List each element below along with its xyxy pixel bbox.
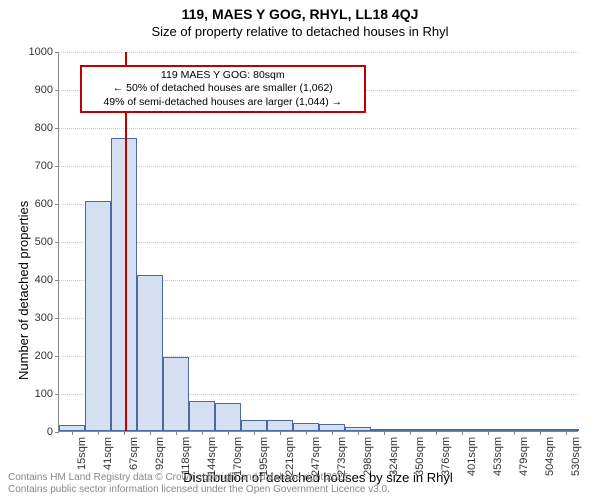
ytick-label: 300 [35, 312, 53, 324]
xtick-mark [202, 431, 203, 435]
xtick-mark [280, 431, 281, 435]
xtick-mark [410, 431, 411, 435]
footer-line1: Contains HM Land Registry data © Crown c… [8, 472, 390, 484]
ytick-label: 0 [47, 426, 53, 438]
ytick-label: 400 [35, 274, 53, 286]
histogram-bar [85, 201, 110, 431]
ytick-mark [55, 318, 59, 319]
annotation-box: 119 MAES Y GOG: 80sqm← 50% of detached h… [80, 65, 366, 112]
ytick-label: 700 [35, 160, 53, 172]
chart-plot-area: 119 MAES Y GOG: 80sqm← 50% of detached h… [58, 52, 578, 432]
xtick-mark [384, 431, 385, 435]
ytick-label: 500 [35, 236, 53, 248]
xtick-mark [124, 431, 125, 435]
chart-title-block: 119, MAES Y GOG, RHYL, LL18 4QJ Size of … [0, 0, 600, 39]
histogram-bar [267, 420, 292, 431]
histogram-bar [189, 401, 214, 431]
xtick-mark [176, 431, 177, 435]
annotation-line: 49% of semi-detached houses are larger (… [88, 96, 358, 109]
ytick-mark [55, 242, 59, 243]
histogram-bar [319, 424, 344, 431]
xtick-mark [254, 431, 255, 435]
xtick-mark [488, 431, 489, 435]
xtick-mark [436, 431, 437, 435]
ytick-mark [55, 280, 59, 281]
histogram-bar [163, 357, 188, 431]
ytick-mark [55, 394, 59, 395]
ytick-mark [55, 90, 59, 91]
annotation-line: ← 50% of detached houses are smaller (1,… [88, 82, 358, 95]
ytick-label: 200 [35, 350, 53, 362]
y-axis-title: Number of detached properties [16, 201, 31, 380]
xtick-mark [228, 431, 229, 435]
xtick-label: 15sqm [76, 437, 88, 470]
ytick-mark [55, 204, 59, 205]
xtick-mark [306, 431, 307, 435]
ytick-mark [55, 432, 59, 433]
xtick-label: 41sqm [102, 437, 114, 470]
xtick-mark [358, 431, 359, 435]
xtick-mark [462, 431, 463, 435]
xtick-mark [98, 431, 99, 435]
histogram-bar [293, 423, 318, 431]
histogram-bar [241, 420, 266, 431]
annotation-line: 119 MAES Y GOG: 80sqm [88, 69, 358, 82]
chart-title-main: 119, MAES Y GOG, RHYL, LL18 4QJ [0, 6, 600, 22]
ytick-mark [55, 128, 59, 129]
histogram-bar [137, 275, 162, 431]
ytick-mark [55, 356, 59, 357]
xtick-mark [150, 431, 151, 435]
xtick-mark [540, 431, 541, 435]
chart-title-sub: Size of property relative to detached ho… [0, 24, 600, 39]
ytick-label: 800 [35, 122, 53, 134]
ytick-mark [55, 166, 59, 167]
ytick-label: 100 [35, 388, 53, 400]
footer-line2: Contains public sector information licen… [8, 484, 390, 496]
histogram-bar [215, 403, 240, 432]
plot-region: 119 MAES Y GOG: 80sqm← 50% of detached h… [58, 52, 578, 432]
ytick-label: 600 [35, 198, 53, 210]
xtick-mark [566, 431, 567, 435]
footer-attribution: Contains HM Land Registry data © Crown c… [8, 472, 390, 496]
xtick-mark [72, 431, 73, 435]
xtick-mark [332, 431, 333, 435]
ytick-mark [55, 52, 59, 53]
ytick-label: 900 [35, 84, 53, 96]
xtick-label: 67sqm [128, 437, 140, 470]
xtick-label: 92sqm [154, 437, 166, 470]
xtick-mark [514, 431, 515, 435]
ytick-label: 1000 [29, 46, 53, 58]
